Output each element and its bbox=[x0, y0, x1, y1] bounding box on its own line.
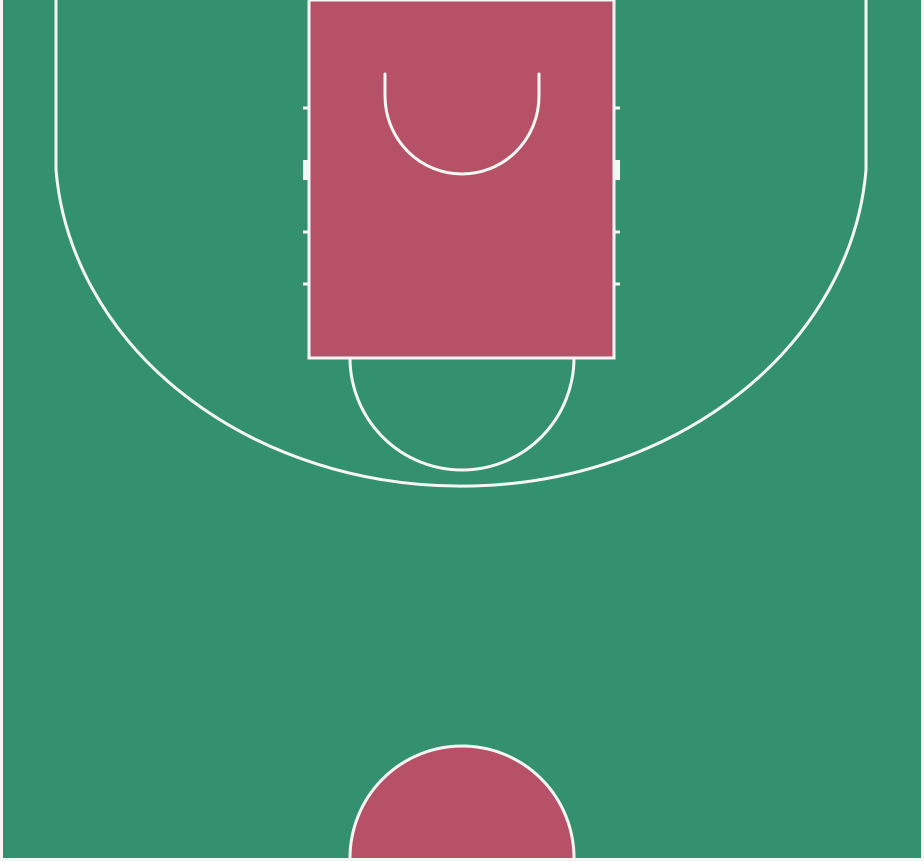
restricted-area-arc bbox=[383, 72, 541, 176]
lane-block-left bbox=[303, 160, 309, 180]
free-throw-circle bbox=[348, 356, 576, 472]
lane-markers bbox=[303, 106, 620, 286]
lane-block-right bbox=[614, 160, 620, 180]
paint-area bbox=[307, 0, 616, 360]
three-point-line bbox=[54, 0, 868, 488]
